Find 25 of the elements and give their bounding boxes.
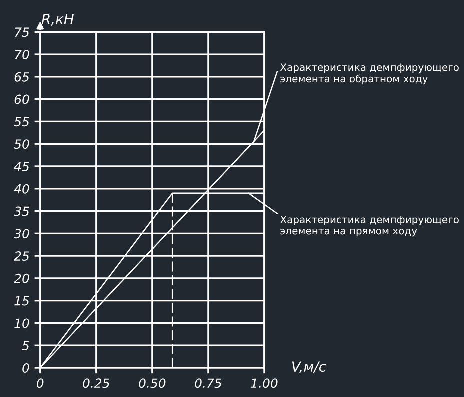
y-tick-label: 0 (22, 363, 30, 373)
y-tick-label: 70 (15, 50, 30, 60)
x-tick-label: 0 (37, 378, 44, 388)
y-tick-label: 30 (14, 229, 30, 239)
y-tick-label: 45 (14, 162, 30, 172)
y-tick-label: 55 (14, 117, 30, 127)
y-tick-label: 10 (14, 318, 30, 328)
y-tick-label: 25 (14, 252, 30, 261)
y-tick-label: 65 (14, 72, 30, 82)
x-tick-label: 0.25 (83, 378, 110, 388)
x-tick-label: 1.00 (251, 378, 278, 388)
y-tick-label: 5 (22, 341, 30, 351)
y-tick-label: 35 (14, 206, 30, 216)
annotation: Характеристика демпфирующего элемента на прямом ходу (280, 216, 459, 237)
annotation: Характеристика демпфирующего элемента на обратном ходу (280, 64, 459, 85)
y-tick-label: 60 (14, 94, 30, 104)
x-tick-label: 0.50 (139, 378, 166, 388)
y-axis-title: R,кН (42, 14, 74, 26)
y-tick-label: 40 (14, 184, 30, 194)
x-tick-label: 0.75 (195, 378, 222, 388)
y-tick-label: 75 (15, 28, 30, 38)
y-tick-label: 15 (14, 296, 30, 306)
x-axis-title: V,м/с (292, 362, 326, 374)
y-tick-label: 20 (14, 274, 30, 284)
y-tick-label: 50 (14, 140, 30, 150)
